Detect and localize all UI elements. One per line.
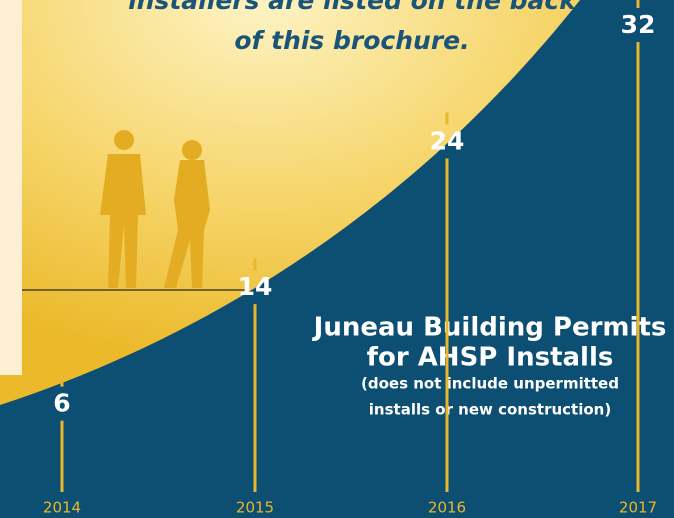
annotation: installers are listed on the back: [128, 0, 577, 15]
value-label: 32: [621, 10, 656, 39]
value-label: 6: [53, 389, 70, 418]
x-tick-label: 2016: [428, 499, 466, 517]
x-tick-label: 2017: [619, 499, 657, 517]
person-head: [114, 130, 134, 150]
person-head: [182, 140, 202, 160]
chart-title: Juneau Building Permits: [312, 313, 667, 343]
value-label: 24: [430, 127, 465, 156]
annotation: of this brochure.: [234, 26, 469, 55]
value-label: 14: [238, 272, 273, 301]
x-tick-label: 2014: [43, 499, 81, 517]
x-tick-label: 2015: [236, 499, 274, 517]
chart-title: for AHSP Installs: [367, 343, 614, 373]
infographic: installers are listed on the back of thi…: [0, 0, 674, 518]
side-strip: [0, 0, 22, 375]
chart-subtitle: (does not include unpermitted: [361, 375, 619, 393]
chart-subtitle: installs or new construction): [369, 401, 611, 419]
